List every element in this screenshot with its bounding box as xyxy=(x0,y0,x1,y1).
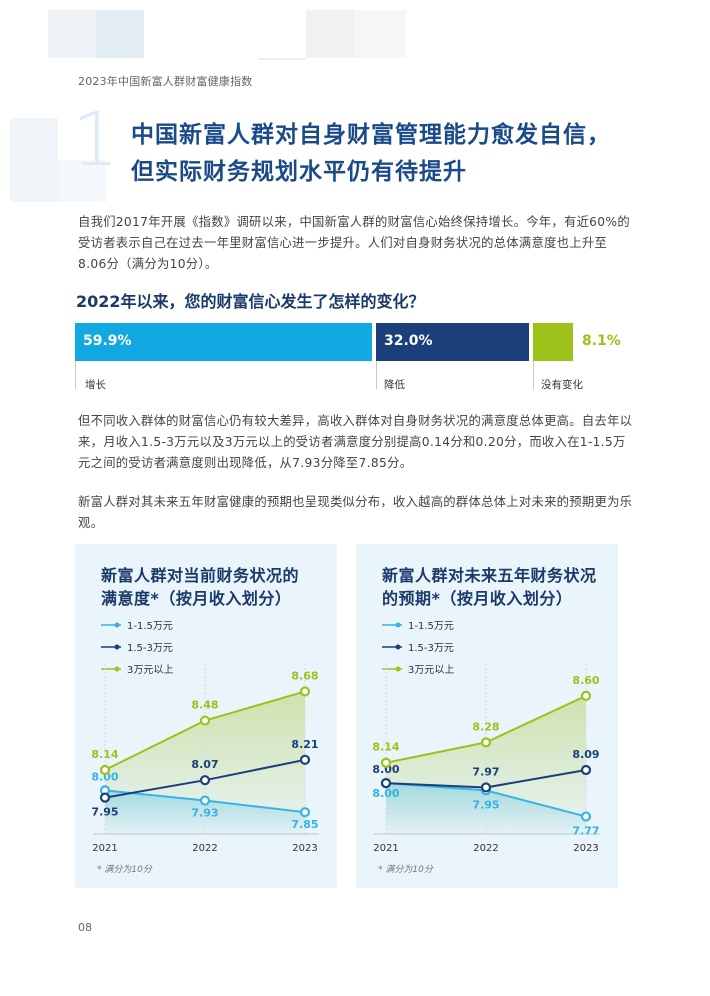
confidence-value-decrease: 32.0% xyxy=(384,333,433,349)
data-point xyxy=(580,690,592,701)
data-label: 8.48 xyxy=(191,699,218,712)
confidence-label-increase: 增长 xyxy=(85,379,106,391)
confidence-question: 2022年以来，您的财富信心发生了怎样的变化？ xyxy=(76,292,425,311)
decor-square xyxy=(354,10,406,58)
legend-label: 1-1.5万元 xyxy=(127,621,173,632)
legend-label: 1-1.5万元 xyxy=(408,621,454,632)
legend-marker xyxy=(101,622,121,627)
decor-square xyxy=(48,10,96,58)
legend-item: 3万元以上 xyxy=(382,661,454,676)
legend-marker xyxy=(101,666,121,671)
confidence-segment-increase: 59.9% xyxy=(75,323,372,361)
data-point xyxy=(380,777,392,789)
data-point xyxy=(199,715,211,726)
chart-title: 新富人群对当前财务状况的 满意度*（按月收入划分） xyxy=(101,564,299,610)
legend-label: 1.5-3万元 xyxy=(408,643,454,654)
chart-footnote: * 满分为10分 xyxy=(378,865,433,875)
chart-title-line: 新富人群对当前财务状况的 xyxy=(101,566,300,585)
data-label: 8.09 xyxy=(572,748,599,761)
confidence-value-unchanged: 8.1% xyxy=(582,333,621,349)
legend-label: 3万元以上 xyxy=(127,665,174,676)
decor-square xyxy=(306,10,354,58)
divider xyxy=(376,361,377,389)
chart-title-line: 的预期*（按月收入划分） xyxy=(382,589,573,608)
income-paragraph: 但不同收入群体的财富信心仍有较大差异，高收入群体对自身财务状况的满意度总体更高。… xyxy=(78,414,633,470)
data-point xyxy=(199,775,211,786)
data-label: 8.14 xyxy=(372,741,399,754)
data-point xyxy=(299,807,311,818)
outlook-paragraph: 新富人群对其未来五年财富健康的预期也呈现类似分布，收入越高的群体总体上对未来的预… xyxy=(78,495,633,530)
section-number: 1 xyxy=(72,97,120,183)
x-tick-label: 2023 xyxy=(573,843,598,854)
legend-marker xyxy=(382,666,402,671)
page-title-line: 中国新富人群对自身财富管理能力愈发自信， xyxy=(131,122,611,148)
chart-panel-current: 新富人群对当前财务状况的 满意度*（按月收入划分） 1-1.5万元 1.5-3万… xyxy=(75,544,337,888)
data-label: 7.97 xyxy=(472,765,499,778)
data-label: 8.60 xyxy=(572,674,599,687)
x-tick-label: 2023 xyxy=(292,843,317,854)
confidence-segment-decrease: 32.0% xyxy=(376,323,529,361)
line-chart: 8.00 7.95 7.77 8.00 7.97 8.09 8.14 8.28 8.60 2021… xyxy=(372,664,600,854)
legend-marker xyxy=(382,644,402,649)
data-point xyxy=(480,782,492,793)
page-title: 中国新富人群对自身财富管理能力愈发自信， 但实际财务规划水平仍有待提升 xyxy=(131,117,651,191)
legend-label: 1.5-3万元 xyxy=(127,643,173,654)
confidence-label-decrease: 降低 xyxy=(384,379,405,391)
legend-item: 1.5-3万元 xyxy=(101,639,173,654)
data-label: 8.68 xyxy=(291,669,318,682)
chart-panel-future: 新富人群对未来五年财务状况 的预期*（按月收入划分） 1-1.5万元 1.5-3… xyxy=(356,544,618,888)
data-point xyxy=(99,792,111,803)
decor-square xyxy=(96,10,144,58)
data-label: 8.00 xyxy=(372,763,399,776)
legend-marker xyxy=(101,644,121,649)
chart-footnote: * 满分为10分 xyxy=(97,865,152,875)
confidence-bar: 59.9% 32.0% 8.1% 增长 降低 没有变化 xyxy=(75,323,635,391)
decor-square xyxy=(58,160,106,202)
legend-label: 3万元以上 xyxy=(408,665,455,676)
data-label: 8.14 xyxy=(91,748,118,761)
decor-square xyxy=(10,118,58,202)
confidence-value-increase: 59.9% xyxy=(83,333,132,349)
confidence-segment-unchanged xyxy=(533,323,573,361)
divider xyxy=(533,361,534,389)
data-label: 8.07 xyxy=(191,758,218,771)
legend-marker xyxy=(382,622,402,627)
legend-item: 1.5-3万元 xyxy=(382,639,454,654)
document-header: 2023年中国新富人群财富健康指数 xyxy=(78,75,253,88)
data-point xyxy=(380,757,392,768)
data-point xyxy=(199,795,211,806)
chart-title: 新富人群对未来五年财务状况 的预期*（按月收入划分） xyxy=(382,564,597,610)
divider xyxy=(75,361,76,389)
x-tick-label: 2022 xyxy=(473,843,498,854)
data-point xyxy=(299,754,311,765)
data-label: 7.85 xyxy=(291,818,318,831)
decor-square xyxy=(258,58,306,60)
legend-item: 1-1.5万元 xyxy=(101,617,173,632)
data-label: 8.00 xyxy=(91,770,118,783)
x-tick-label: 2021 xyxy=(373,843,398,854)
chart-title-line: 新富人群对未来五年财务状况 xyxy=(382,566,597,585)
data-label: 7.77 xyxy=(572,825,599,838)
data-label: 8.21 xyxy=(291,738,318,751)
data-label: 8.00 xyxy=(372,787,399,800)
data-point xyxy=(580,764,592,776)
data-label: 8.28 xyxy=(472,720,499,733)
data-point xyxy=(99,764,111,776)
legend-item: 1-1.5万元 xyxy=(382,617,454,632)
data-label: 7.93 xyxy=(191,807,218,820)
data-point xyxy=(299,686,311,697)
intro-paragraph: 自我们2017年开展《指数》调研以来，中国新富人群的财富信心始终保持增长。今年，… xyxy=(78,215,631,271)
page-number: 08 xyxy=(78,921,92,934)
x-tick-label: 2021 xyxy=(92,843,117,854)
data-point xyxy=(580,811,592,822)
data-point xyxy=(480,737,492,748)
data-label: 7.95 xyxy=(91,806,118,819)
data-label: 7.95 xyxy=(472,798,499,811)
chart-title-line: 满意度*（按月收入划分） xyxy=(101,589,292,608)
page-title-line: 但实际财务规划水平仍有待提升 xyxy=(131,159,467,185)
legend-item: 3万元以上 xyxy=(101,661,173,676)
confidence-label-unchanged: 没有变化 xyxy=(541,379,583,391)
line-chart: 8.00 7.93 7.85 7.95 8.07 8.21 8.14 8.48 8.68 2021… xyxy=(91,664,319,854)
x-tick-label: 2022 xyxy=(192,843,217,854)
